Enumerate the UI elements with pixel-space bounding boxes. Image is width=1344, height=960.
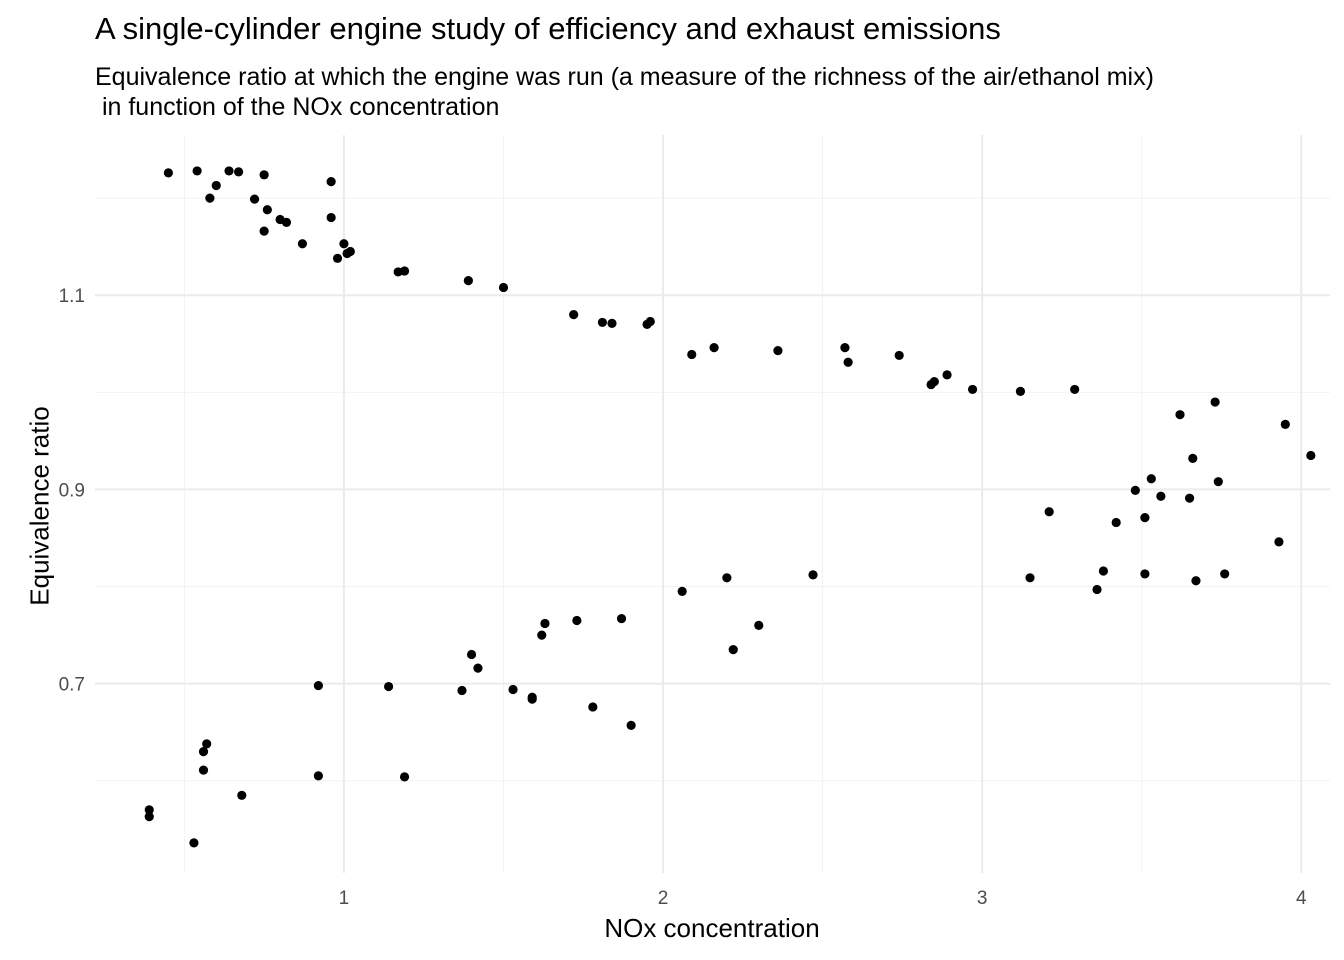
data-point xyxy=(722,573,732,583)
data-point xyxy=(645,316,655,327)
data-point xyxy=(1146,474,1156,484)
data-point xyxy=(259,170,269,180)
data-point xyxy=(626,720,636,731)
data-point xyxy=(163,168,173,178)
data-point xyxy=(687,349,697,360)
x-tick-label: 3 xyxy=(977,888,988,909)
data-point xyxy=(808,570,818,580)
data-point xyxy=(457,685,467,696)
data-point xyxy=(773,345,783,356)
data-point xyxy=(237,790,247,800)
data-point xyxy=(588,702,598,712)
data-point xyxy=(144,812,154,822)
data-points xyxy=(144,166,1316,848)
x-axis-ticks: 1 2 3 4 xyxy=(339,888,1307,909)
data-point xyxy=(326,212,336,223)
data-point xyxy=(1210,397,1220,407)
data-point xyxy=(1220,569,1230,579)
data-point xyxy=(1044,507,1054,517)
major-gridlines xyxy=(95,135,1330,873)
data-point xyxy=(537,630,547,640)
data-point xyxy=(709,343,719,353)
data-point xyxy=(607,318,617,328)
data-point xyxy=(1188,453,1198,463)
chart-title: A single-cylinder engine study of effici… xyxy=(95,11,1001,46)
y-tick-label: 0.7 xyxy=(59,675,85,696)
data-point xyxy=(1191,576,1201,586)
x-tick-label: 1 xyxy=(339,888,350,909)
data-point xyxy=(1175,410,1185,420)
data-point xyxy=(192,166,202,176)
data-point xyxy=(211,180,221,191)
data-point xyxy=(572,615,582,626)
data-point xyxy=(942,370,952,380)
data-point xyxy=(281,217,292,227)
data-point xyxy=(1098,566,1109,576)
data-point xyxy=(205,193,215,203)
data-point xyxy=(202,739,212,749)
x-axis-label: NOx concentration xyxy=(604,913,820,943)
data-point xyxy=(1025,573,1035,583)
data-point xyxy=(508,684,518,695)
data-point xyxy=(473,663,483,673)
data-point xyxy=(1274,537,1284,547)
data-point xyxy=(929,377,939,387)
data-point xyxy=(840,343,850,353)
data-point xyxy=(313,771,323,781)
y-axis-label: Equivalence ratio xyxy=(24,406,55,606)
data-point xyxy=(1184,493,1195,503)
data-point xyxy=(616,613,627,624)
data-point xyxy=(249,194,260,204)
data-point xyxy=(843,357,853,367)
data-point xyxy=(224,166,234,176)
data-point xyxy=(383,681,394,692)
data-point xyxy=(1306,450,1316,461)
data-point xyxy=(326,177,336,187)
data-point xyxy=(1140,569,1150,579)
data-point xyxy=(1070,384,1080,395)
data-point xyxy=(234,167,244,177)
data-point xyxy=(1140,512,1150,523)
data-point xyxy=(345,246,355,257)
data-point xyxy=(297,239,308,249)
data-point xyxy=(463,276,473,286)
data-point xyxy=(466,649,477,660)
data-point xyxy=(967,384,978,395)
data-point xyxy=(498,282,509,293)
data-point xyxy=(189,838,199,848)
y-tick-label: 0.9 xyxy=(59,480,85,501)
minor-gridlines xyxy=(95,135,1330,873)
data-point xyxy=(1015,386,1026,396)
data-point xyxy=(1280,419,1290,429)
chart-subtitle: Equivalence ratio at which the engine wa… xyxy=(95,63,1154,121)
data-point xyxy=(894,350,904,361)
data-point xyxy=(728,645,738,655)
data-point xyxy=(259,226,269,236)
data-point xyxy=(332,253,343,263)
data-point xyxy=(144,805,154,815)
x-tick-label: 2 xyxy=(658,888,669,909)
data-point xyxy=(198,747,209,757)
data-point xyxy=(313,680,323,691)
data-point xyxy=(754,620,764,630)
data-point xyxy=(399,266,410,276)
data-point xyxy=(1213,477,1223,487)
data-point xyxy=(540,618,550,629)
data-point xyxy=(339,239,349,249)
data-point xyxy=(1111,517,1121,528)
data-point xyxy=(597,317,608,328)
data-point xyxy=(399,772,410,782)
data-point xyxy=(1156,491,1166,501)
data-point xyxy=(1130,485,1140,496)
data-point xyxy=(198,765,209,775)
data-point xyxy=(1092,584,1102,595)
x-tick-label: 4 xyxy=(1296,888,1307,909)
y-axis-ticks: 0.7 0.9 1.1 xyxy=(59,286,85,695)
data-point xyxy=(677,586,687,596)
data-point xyxy=(569,310,579,320)
data-point xyxy=(262,205,272,215)
data-point xyxy=(527,694,537,704)
y-tick-label: 1.1 xyxy=(59,286,85,307)
